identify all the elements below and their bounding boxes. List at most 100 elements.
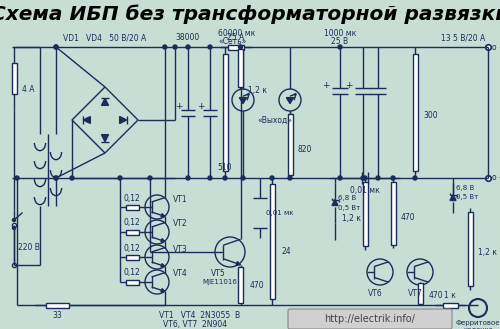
Polygon shape — [120, 116, 126, 123]
Text: 33: 33 — [52, 311, 62, 319]
Circle shape — [223, 176, 227, 180]
Text: 0,12: 0,12 — [124, 218, 140, 227]
Text: «Сеть»: «Сеть» — [218, 37, 246, 45]
Text: VT2: VT2 — [173, 219, 188, 229]
Bar — [126, 205, 139, 210]
Text: 0,12: 0,12 — [124, 243, 140, 252]
Text: Ферритовое
колечко: Ферритовое колечко — [456, 319, 500, 329]
Polygon shape — [332, 199, 338, 206]
Text: +: + — [346, 81, 353, 89]
Circle shape — [288, 176, 292, 180]
Text: 6,8 В: 6,8 В — [338, 195, 356, 201]
Text: 1,2 к: 1,2 к — [342, 214, 360, 222]
Text: Схема ИБП без трансформаторной развязки: Схема ИБП без трансформаторной развязки — [0, 4, 500, 24]
FancyBboxPatch shape — [288, 309, 452, 329]
Polygon shape — [102, 98, 108, 105]
Polygon shape — [450, 194, 456, 200]
Text: 0,5 Вт: 0,5 Вт — [456, 194, 478, 200]
Bar — [228, 44, 244, 49]
Text: 0,12: 0,12 — [124, 268, 140, 277]
Circle shape — [238, 45, 242, 49]
Polygon shape — [102, 135, 108, 142]
Text: VT7: VT7 — [408, 289, 422, 297]
Text: 4 А: 4 А — [22, 86, 34, 94]
Text: 0,01 мк: 0,01 мк — [350, 187, 380, 195]
Text: 6,8 В: 6,8 В — [456, 185, 474, 191]
Text: 1 к: 1 к — [444, 291, 456, 300]
Bar — [126, 230, 139, 235]
Text: VD1   VD4   50 В/20 А: VD1 VD4 50 В/20 А — [64, 34, 146, 42]
Text: 25 В: 25 В — [332, 37, 348, 45]
Text: 38000: 38000 — [176, 33, 200, 41]
Polygon shape — [161, 239, 165, 242]
Circle shape — [338, 45, 342, 49]
Circle shape — [376, 176, 380, 180]
Text: +: + — [176, 102, 183, 111]
Circle shape — [270, 176, 274, 180]
Polygon shape — [161, 289, 165, 292]
Text: 60000 мк: 60000 мк — [218, 29, 256, 38]
Circle shape — [15, 176, 19, 180]
Bar — [418, 283, 422, 304]
Circle shape — [241, 176, 245, 180]
Text: 820: 820 — [298, 145, 312, 155]
Polygon shape — [84, 116, 90, 123]
Text: 470: 470 — [401, 214, 415, 222]
Bar — [270, 184, 274, 299]
Text: http://electrik.info/: http://electrik.info/ — [324, 314, 416, 324]
Circle shape — [208, 176, 212, 180]
Text: o +: o + — [492, 42, 500, 52]
Circle shape — [54, 45, 58, 49]
Circle shape — [54, 176, 58, 180]
Text: VT1   VT4  2N3055: VT1 VT4 2N3055 — [160, 311, 230, 319]
Text: VT6, VT7  2N904: VT6, VT7 2N904 — [163, 320, 227, 329]
Text: MJE11016: MJE11016 — [202, 279, 237, 285]
Circle shape — [186, 45, 190, 49]
Text: 470: 470 — [250, 281, 264, 290]
Bar — [412, 54, 418, 171]
Bar — [362, 182, 368, 246]
Bar — [238, 267, 243, 303]
Bar — [238, 49, 242, 87]
Polygon shape — [286, 98, 294, 104]
Text: «Выход»: «Выход» — [258, 115, 292, 124]
Text: VT4: VT4 — [173, 269, 188, 279]
Bar — [46, 302, 69, 308]
Circle shape — [173, 45, 177, 49]
Circle shape — [54, 45, 58, 49]
Polygon shape — [236, 262, 240, 265]
Text: 24: 24 — [281, 247, 290, 257]
Bar — [468, 212, 472, 286]
Text: +: + — [322, 81, 330, 89]
Circle shape — [391, 176, 395, 180]
Text: VT1: VT1 — [173, 194, 188, 204]
Polygon shape — [161, 264, 165, 267]
Text: 0,01 мк: 0,01 мк — [266, 210, 294, 216]
Text: 1000 мк: 1000 мк — [324, 29, 356, 38]
Text: VT5: VT5 — [210, 269, 226, 279]
Text: 220 В: 220 В — [18, 243, 40, 252]
Text: 0,5 Вт: 0,5 Вт — [338, 205, 360, 211]
Polygon shape — [240, 98, 246, 104]
Text: VT3: VT3 — [173, 244, 188, 254]
Circle shape — [338, 176, 342, 180]
Circle shape — [12, 226, 16, 230]
Text: VT6: VT6 — [368, 289, 382, 297]
Text: 13 5 В/20 А: 13 5 В/20 А — [441, 34, 485, 42]
Circle shape — [70, 176, 74, 180]
Text: B: B — [234, 311, 239, 319]
Circle shape — [363, 176, 367, 180]
Bar — [390, 182, 396, 244]
Circle shape — [413, 176, 417, 180]
Text: 510: 510 — [218, 164, 232, 172]
Circle shape — [54, 176, 58, 180]
Bar — [288, 114, 292, 175]
Circle shape — [148, 176, 152, 180]
Text: o –: o – — [492, 173, 500, 183]
Bar — [222, 54, 228, 171]
Text: 0,12: 0,12 — [124, 193, 140, 203]
Text: 300: 300 — [423, 111, 438, 119]
Text: 470: 470 — [429, 291, 444, 300]
Circle shape — [118, 176, 122, 180]
Bar — [442, 302, 458, 308]
